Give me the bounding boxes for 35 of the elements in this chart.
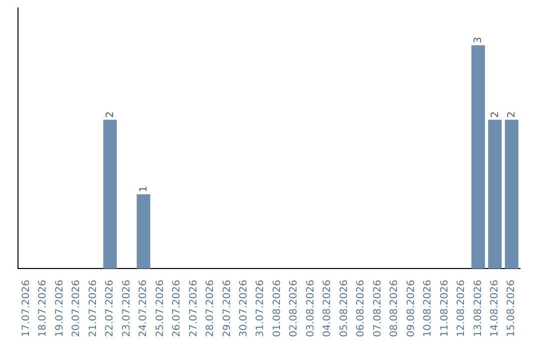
x-tick-label: 14.08.2026 [489,280,500,338]
x-tick-label: 06.08.2026 [356,280,367,338]
x-tick-label: 20.07.2026 [71,280,82,338]
x-tick-label: 08.08.2026 [389,280,400,338]
x-tick-label: 23.07.2026 [121,280,132,338]
x-tick-label: 21.07.2026 [88,280,99,338]
x-tick-label: 02.08.2026 [288,280,300,338]
x-tick-label: 07.08.2026 [372,280,384,338]
data-label: 2 [105,111,116,118]
x-tick-label: 22.07.2026 [104,280,116,338]
data-label: 2 [506,111,518,118]
x-tick-label: 24.07.2026 [138,280,150,338]
x-tick-label: 10.08.2026 [422,280,434,338]
x-tick-label: 26.07.2026 [172,280,183,338]
x-tick-label: 12.08.2026 [456,280,468,338]
data-label: 3 [473,36,484,44]
x-tick-label: 31.07.2026 [255,280,266,338]
x-tick-label: 15.08.2026 [506,280,518,338]
x-tick-label: 30.07.2026 [238,280,250,338]
x-tick-label: 25.07.2026 [154,280,166,338]
x-tick-label: 27.07.2026 [188,280,200,338]
x-tick-label: 17.07.2026 [20,280,32,338]
x-tick-label: 01.08.2026 [272,280,283,338]
x-tick-label: 19.07.2026 [54,280,66,338]
data-label: 2 [490,111,501,118]
data-label: 1 [138,186,150,192]
x-tick-label: 03.08.2026 [305,280,316,338]
x-tick-label: 04.08.2026 [322,280,334,338]
x-tick-label: 13.08.2026 [472,280,484,338]
x-tick-label: 29.07.2026 [222,280,233,338]
x-tick-label: 11.08.2026 [439,280,450,338]
x-tick-label: 09.08.2026 [406,280,417,338]
x-tick-label: 05.08.2026 [338,280,350,338]
x-tick-label: 18.07.2026 [38,280,49,338]
x-tick-label: 28.07.2026 [205,280,216,338]
